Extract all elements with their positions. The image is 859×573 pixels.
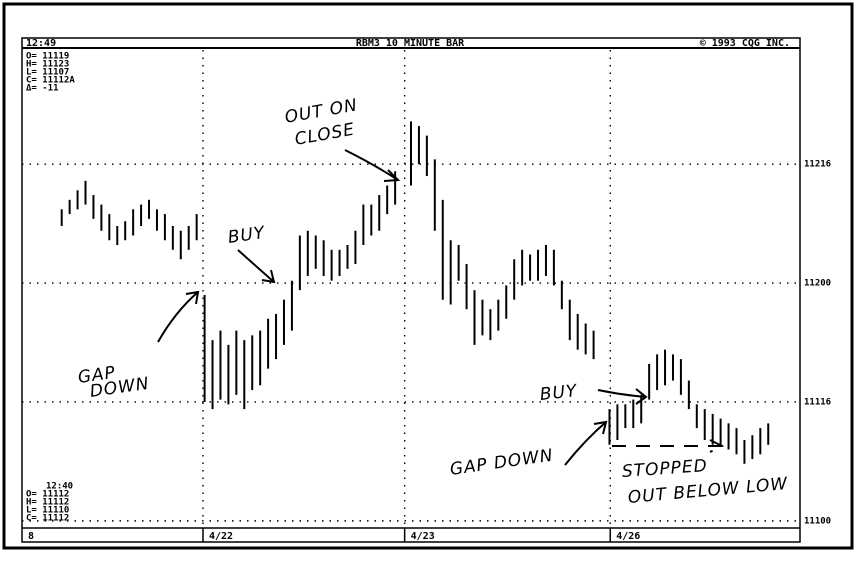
annotation: BUY [539,381,579,405]
corner-label: 8 [28,531,34,542]
arrow [237,249,276,284]
frame [2,2,854,550]
arrow [344,149,401,182]
info-line: O= 11119 [26,52,69,62]
header-left: 12:49 [26,38,56,49]
x-tick-label: 4/22 [209,531,233,542]
arrow [157,290,200,343]
info-line: H= 11123 [26,60,69,70]
info-line: C= 11112 [26,514,69,524]
y-tick-label: 11116 [804,397,831,407]
x-tick-label: 4/23 [411,531,435,542]
info-line: L= 11110 [26,506,69,516]
info-line: C= 11112A [26,76,75,86]
stop-line [612,439,725,453]
y-tick-label: 11200 [804,279,831,289]
info-line: 12:40 [46,482,73,492]
x-tick-label: 4/26 [616,531,640,542]
info-line: O= 11112 [26,490,69,500]
arrow [564,420,608,466]
header-right: © 1993 CQG INC. [700,38,790,49]
y-tick-label: 11100 [804,516,831,526]
plot-frame [21,37,801,543]
y-tick-label: 11216 [804,160,831,170]
chart-title: RBM3 10 MINUTE BAR [356,38,465,49]
info-line: L= 11107 [26,68,69,78]
info-line: Δ= -11 [26,84,59,94]
info-line: H= 11112 [26,498,69,508]
